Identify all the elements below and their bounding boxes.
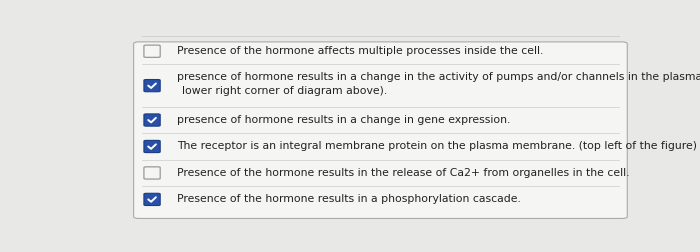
- FancyBboxPatch shape: [144, 140, 160, 153]
- Text: presence of hormone results in a change in gene expression.: presence of hormone results in a change …: [177, 115, 510, 125]
- FancyBboxPatch shape: [144, 80, 160, 92]
- FancyBboxPatch shape: [144, 114, 160, 126]
- Text: Presence of the hormone results in the release of Ca2+ from organelles in the ce: Presence of the hormone results in the r…: [177, 168, 629, 178]
- FancyBboxPatch shape: [144, 167, 160, 179]
- FancyBboxPatch shape: [144, 193, 160, 206]
- FancyBboxPatch shape: [144, 45, 160, 57]
- Text: Presence of the hormone results in a phosphorylation cascade.: Presence of the hormone results in a pho…: [177, 194, 521, 204]
- Text: presence of hormone results in a change in the activity of pumps and/or channels: presence of hormone results in a change …: [177, 72, 700, 82]
- Text: The receptor is an integral membrane protein on the plasma membrane. (top left o: The receptor is an integral membrane pro…: [177, 141, 697, 151]
- Text: Presence of the hormone affects multiple processes inside the cell.: Presence of the hormone affects multiple…: [177, 46, 543, 56]
- Text: lower right corner of diagram above).: lower right corner of diagram above).: [183, 86, 388, 96]
- FancyBboxPatch shape: [134, 42, 627, 218]
